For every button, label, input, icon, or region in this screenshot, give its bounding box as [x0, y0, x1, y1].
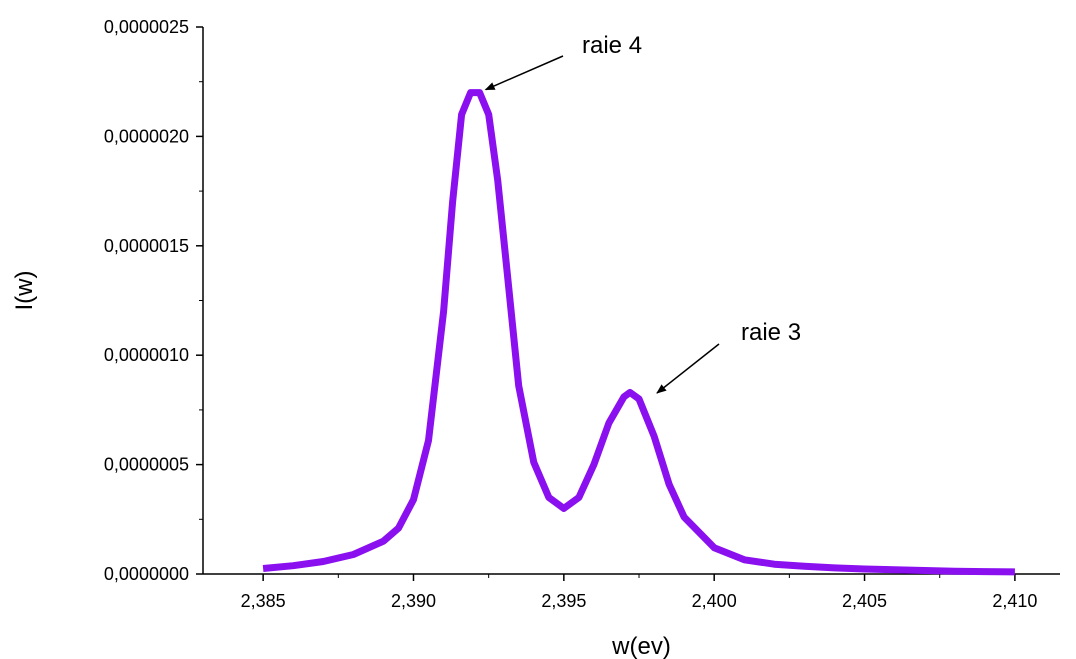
annotation-arrow-raie-4 — [484, 55, 564, 91]
y-tick-label: 0,0000020 — [104, 126, 189, 146]
x-tick-label: 2,405 — [842, 591, 887, 611]
y-tick-label: 0,0000015 — [104, 236, 189, 256]
x-tick-label: 2,390 — [391, 591, 436, 611]
annotation-raie-3: raie 3 — [741, 319, 801, 346]
annotation-raie-4: raie 4 — [582, 32, 642, 59]
y-tick-label: 0,0000025 — [104, 17, 189, 37]
y-tick-label: 0,0000000 — [104, 564, 189, 584]
x-tick-label: 2,400 — [692, 591, 737, 611]
annotation-arrow-raie-3 — [656, 343, 720, 394]
x-tick-label: 2,410 — [992, 591, 1037, 611]
y-tick-label: 0,0000005 — [104, 455, 189, 475]
series-line — [262, 89, 1015, 576]
x-tick-label: 2,385 — [241, 591, 286, 611]
x-axis-title: w(ev) — [611, 633, 671, 659]
x-tick-label: 2,395 — [541, 591, 586, 611]
y-tick-label: 0,0000010 — [104, 345, 189, 365]
y-axis-title: I(w) — [11, 271, 38, 311]
